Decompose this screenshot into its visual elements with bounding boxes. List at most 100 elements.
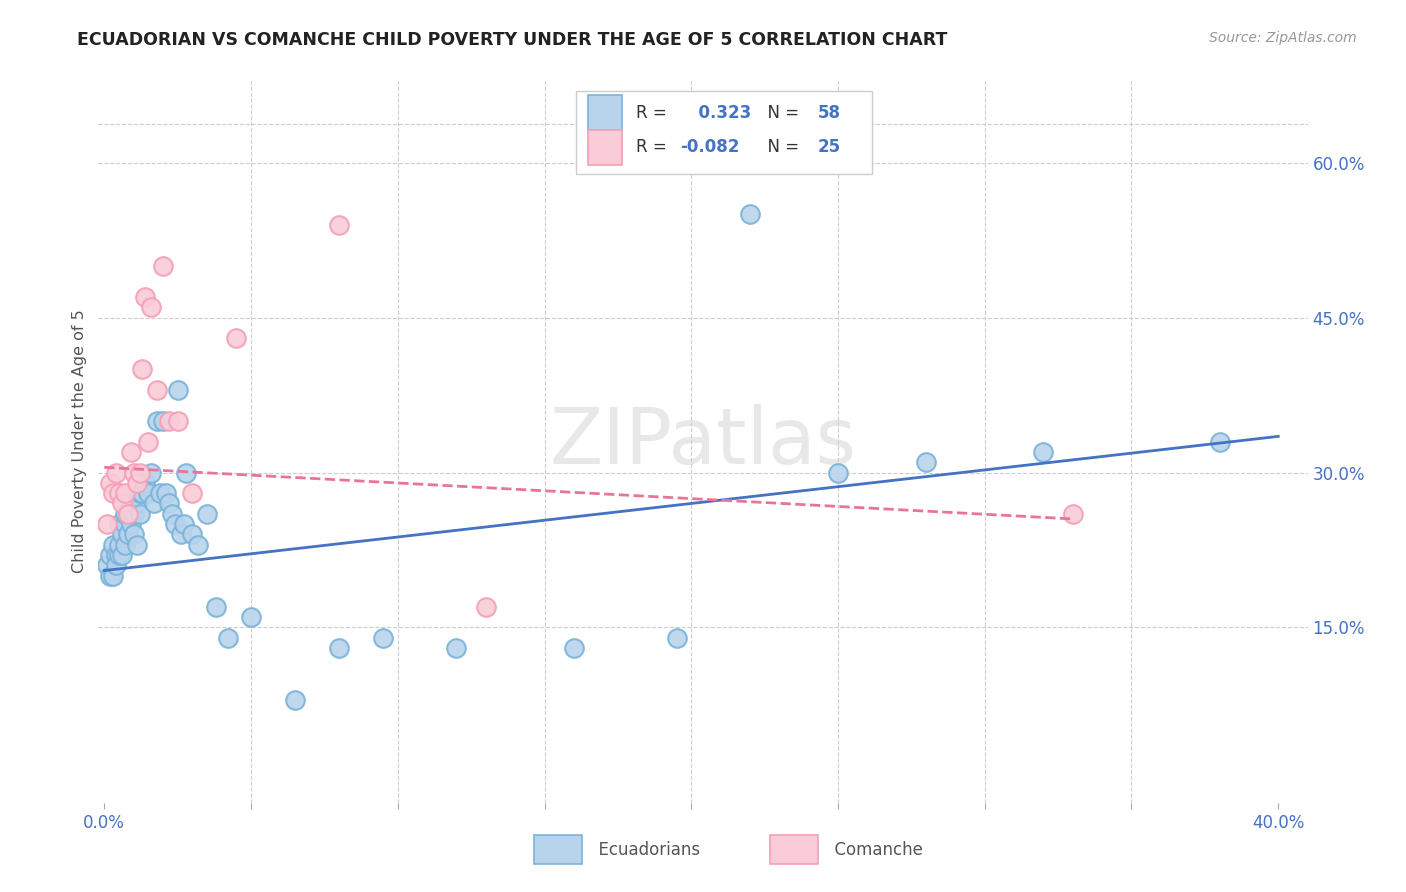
Point xyxy=(136,434,159,449)
Point xyxy=(108,548,131,562)
Point xyxy=(173,517,195,532)
Point xyxy=(166,414,188,428)
Point xyxy=(122,527,145,541)
Point xyxy=(157,496,180,510)
Point xyxy=(114,517,136,532)
Point xyxy=(101,538,124,552)
Point xyxy=(117,527,139,541)
Point xyxy=(98,548,121,562)
Point xyxy=(328,218,350,232)
Point xyxy=(111,527,134,541)
Point xyxy=(155,486,177,500)
Point xyxy=(665,631,688,645)
Point xyxy=(146,414,169,428)
Point xyxy=(240,610,263,624)
Point xyxy=(101,486,124,500)
Point xyxy=(827,466,849,480)
Point xyxy=(446,640,468,655)
Point xyxy=(149,486,172,500)
Point xyxy=(1062,507,1084,521)
Point xyxy=(101,568,124,582)
Point xyxy=(117,507,139,521)
FancyBboxPatch shape xyxy=(588,95,621,130)
Point xyxy=(117,507,139,521)
Text: ECUADORIAN VS COMANCHE CHILD POVERTY UNDER THE AGE OF 5 CORRELATION CHART: ECUADORIAN VS COMANCHE CHILD POVERTY UND… xyxy=(77,31,948,49)
Point xyxy=(128,466,150,480)
Point xyxy=(475,599,498,614)
Text: Comanche: Comanche xyxy=(824,841,922,859)
Point xyxy=(96,517,118,532)
Point xyxy=(128,486,150,500)
Point xyxy=(122,466,145,480)
Point xyxy=(141,466,163,480)
Text: N =: N = xyxy=(758,103,804,122)
Point xyxy=(157,414,180,428)
Point xyxy=(169,527,191,541)
Point xyxy=(122,507,145,521)
Point xyxy=(134,290,156,304)
Point xyxy=(371,631,394,645)
Point xyxy=(176,466,198,480)
Text: R =: R = xyxy=(637,103,672,122)
Text: -0.082: -0.082 xyxy=(681,138,740,156)
FancyBboxPatch shape xyxy=(769,835,818,864)
Point xyxy=(125,496,148,510)
Text: ZIPatlas: ZIPatlas xyxy=(550,403,856,480)
Point xyxy=(562,640,585,655)
Point xyxy=(114,538,136,552)
Point xyxy=(114,486,136,500)
Point xyxy=(125,538,148,552)
Text: Source: ZipAtlas.com: Source: ZipAtlas.com xyxy=(1209,31,1357,45)
Point xyxy=(108,517,131,532)
Point xyxy=(136,486,159,500)
Point xyxy=(120,496,142,510)
Point xyxy=(146,383,169,397)
Point xyxy=(915,455,938,469)
FancyBboxPatch shape xyxy=(534,835,582,864)
Point xyxy=(187,538,209,552)
Point xyxy=(166,383,188,397)
Point xyxy=(111,496,134,510)
Point xyxy=(163,517,186,532)
Point xyxy=(96,558,118,573)
Point xyxy=(284,692,307,706)
Point xyxy=(131,362,153,376)
Point xyxy=(98,475,121,490)
Point xyxy=(98,568,121,582)
Point xyxy=(105,548,128,562)
Point xyxy=(128,507,150,521)
Point xyxy=(160,507,183,521)
Point xyxy=(141,301,163,315)
Point xyxy=(328,640,350,655)
Point xyxy=(131,486,153,500)
Text: 25: 25 xyxy=(818,138,841,156)
Point xyxy=(120,445,142,459)
FancyBboxPatch shape xyxy=(576,91,872,174)
FancyBboxPatch shape xyxy=(588,130,621,165)
Point xyxy=(114,507,136,521)
Point xyxy=(195,507,218,521)
Point xyxy=(152,259,174,273)
Text: N =: N = xyxy=(758,138,804,156)
Point xyxy=(181,527,204,541)
Point xyxy=(152,414,174,428)
Y-axis label: Child Poverty Under the Age of 5: Child Poverty Under the Age of 5 xyxy=(72,310,87,574)
Point xyxy=(204,599,226,614)
Text: Ecuadorians: Ecuadorians xyxy=(588,841,700,859)
Point xyxy=(108,486,131,500)
Point xyxy=(143,496,166,510)
Point xyxy=(120,517,142,532)
Point xyxy=(217,631,239,645)
Point xyxy=(1208,434,1230,449)
Text: 58: 58 xyxy=(818,103,841,122)
Text: 0.323: 0.323 xyxy=(688,103,752,122)
Point xyxy=(181,486,204,500)
Point xyxy=(111,548,134,562)
Point xyxy=(105,466,128,480)
Point xyxy=(225,331,247,345)
Point xyxy=(134,475,156,490)
Point xyxy=(105,558,128,573)
Point xyxy=(125,475,148,490)
Point xyxy=(738,207,761,221)
Point xyxy=(108,538,131,552)
